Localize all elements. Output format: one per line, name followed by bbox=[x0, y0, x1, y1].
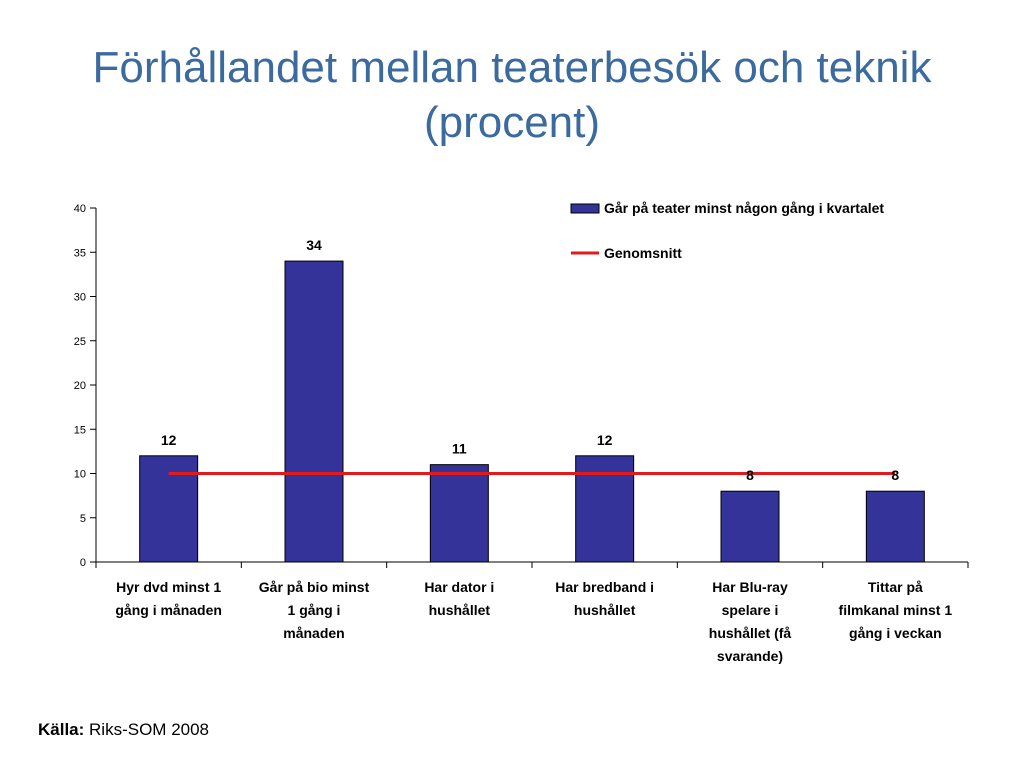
title-line-2: (procent) bbox=[423, 98, 601, 147]
bar bbox=[429, 464, 489, 563]
y-tick-label: 0 bbox=[80, 557, 86, 569]
source-label: Källa: bbox=[38, 720, 85, 739]
data-label: 34 bbox=[306, 237, 322, 253]
category-label: hushållet bbox=[574, 602, 636, 618]
category-label: spelare i bbox=[722, 602, 779, 618]
data-label: 8 bbox=[891, 467, 899, 483]
category-label: Har dator i bbox=[424, 579, 494, 595]
category-label: månaden bbox=[283, 625, 344, 641]
category-label: 1 gång i bbox=[288, 602, 341, 618]
legend-swatch-bars bbox=[570, 203, 600, 214]
legend-label-line: Genomsnitt bbox=[604, 245, 682, 261]
category-label: Går på bio minst bbox=[259, 579, 370, 595]
y-tick-label: 30 bbox=[74, 292, 86, 304]
category-label: Har Blu-ray bbox=[712, 579, 788, 595]
category-label: gång i månaden bbox=[115, 602, 222, 618]
y-tick-label: 5 bbox=[80, 513, 86, 525]
y-tick-label: 25 bbox=[74, 336, 86, 348]
data-label: 12 bbox=[597, 432, 613, 448]
source-note: Källa: Riks-SOM 2008 bbox=[38, 720, 209, 740]
category-label: hushållet (få bbox=[709, 625, 792, 641]
y-tick-label: 40 bbox=[74, 203, 86, 215]
bar bbox=[284, 260, 344, 563]
legend-label-bars: Går på teater minst någon gång i kvartal… bbox=[604, 200, 884, 216]
y-tick-label: 10 bbox=[74, 469, 86, 481]
data-label: 8 bbox=[746, 467, 754, 483]
slide-title: Förhållandet mellan teaterbesök och tekn… bbox=[0, 40, 1024, 150]
category-label: svarande) bbox=[717, 648, 783, 664]
category-label: Har bredband i bbox=[555, 579, 654, 595]
data-label: 11 bbox=[452, 441, 467, 457]
bar bbox=[575, 455, 635, 563]
y-tick-label: 20 bbox=[74, 380, 86, 392]
title-line-1: Förhållandet mellan teaterbesök och tekn… bbox=[92, 43, 932, 92]
source-text: Riks-SOM 2008 bbox=[89, 720, 210, 739]
bar bbox=[720, 490, 780, 563]
y-tick-label: 35 bbox=[74, 247, 86, 259]
category-label: filmkanal minst 1 bbox=[839, 602, 953, 618]
bar bbox=[865, 490, 925, 563]
category-label: Tittar på bbox=[868, 579, 923, 595]
bar bbox=[139, 455, 199, 563]
category-label: Hyr dvd minst 1 bbox=[116, 579, 221, 595]
category-label: gång i veckan bbox=[849, 625, 942, 641]
data-label: 12 bbox=[161, 432, 177, 448]
y-tick-label: 15 bbox=[74, 424, 86, 436]
category-label: hushållet bbox=[429, 602, 491, 618]
